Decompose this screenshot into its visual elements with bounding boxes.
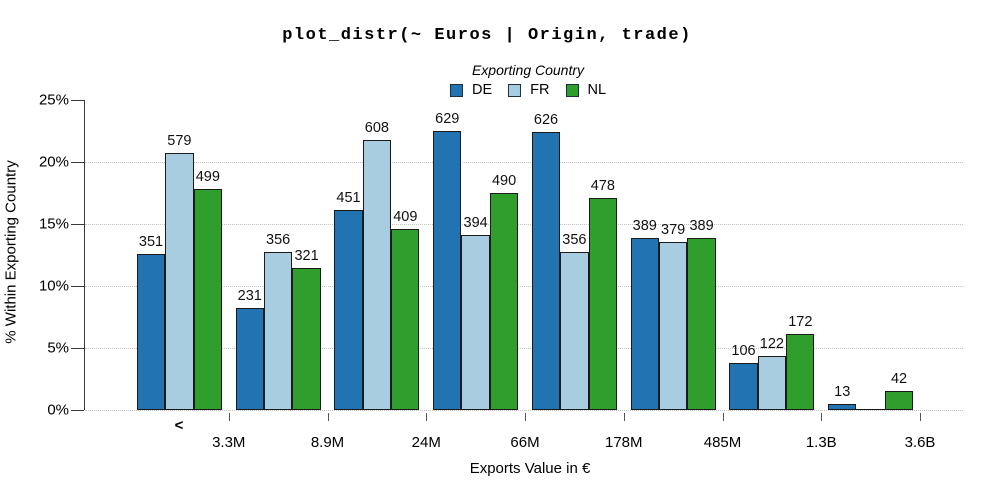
y-tick-label: 25% <box>38 91 69 109</box>
bar-fr <box>658 241 688 410</box>
y-tick-label: 15% <box>38 215 69 233</box>
bar-de <box>235 307 264 410</box>
legend-swatch-fr <box>508 83 522 97</box>
x-tick <box>327 413 329 421</box>
bar-value-label: 231 <box>237 287 262 304</box>
bar-de <box>630 237 659 410</box>
bar-fr <box>263 252 293 410</box>
bar-fr <box>560 252 589 410</box>
x-tick <box>821 413 823 421</box>
bar-value-label: 608 <box>364 120 389 137</box>
y-tick <box>71 100 84 101</box>
bar-de <box>531 132 561 410</box>
bar-value-label: 579 <box>167 133 192 150</box>
y-tick <box>71 286 84 287</box>
x-tick-label: 3.3M <box>212 434 246 451</box>
first-bin-label: < <box>174 417 184 434</box>
bar-value-label: 42 <box>890 371 908 388</box>
bar-nl <box>193 189 222 410</box>
bar-value-label: 106 <box>731 343 756 360</box>
x-tick-label: 66M <box>510 434 540 451</box>
legend-item-label: NL <box>587 82 607 98</box>
bar-value-label: 629 <box>435 111 460 127</box>
y-axis-line <box>84 100 85 410</box>
bar-value-label: 451 <box>336 190 361 206</box>
x-tick-label: 8.9M <box>310 434 345 451</box>
bar-value-label: 389 <box>689 217 714 234</box>
y-tick-label: 0% <box>47 401 69 419</box>
bar-nl <box>588 198 617 410</box>
bar-nl <box>786 333 815 410</box>
x-axis-title: Exports Value in € <box>469 460 591 477</box>
x-tick <box>722 413 724 421</box>
legend: Exporting Country DE FR NL <box>449 62 606 98</box>
x-tick-label: 1.3B <box>805 434 837 451</box>
bar-value-label: 351 <box>138 234 164 251</box>
y-gridline <box>85 348 963 349</box>
x-tick <box>623 413 625 421</box>
bar-value-label: 626 <box>533 112 559 129</box>
bar-nl <box>391 228 420 410</box>
y-axis-title: % Within Exporting Country <box>2 160 20 344</box>
y-tick-label: 5% <box>47 339 69 357</box>
bar-value-label: 490 <box>491 173 517 189</box>
legend-item: FR <box>508 82 549 98</box>
bar-de <box>433 131 462 410</box>
bar-fr <box>362 140 392 410</box>
x-tick-label: 485M <box>703 434 742 451</box>
bar-de <box>136 254 166 410</box>
legend-swatch-nl <box>565 83 579 97</box>
bar-nl <box>292 267 321 410</box>
legend-item-label: FR <box>530 82 550 98</box>
bar-de <box>729 363 758 410</box>
legend-title: Exporting Country <box>471 62 585 78</box>
legend-swatch-de <box>449 83 463 97</box>
bar-fr <box>856 408 885 410</box>
bar-value-label: 321 <box>294 247 319 264</box>
bar-fr <box>165 153 194 410</box>
y-tick <box>71 348 84 349</box>
y-gridline <box>85 224 963 225</box>
bar-value-label: 379 <box>661 221 686 238</box>
x-tick <box>228 413 230 421</box>
bar-fr <box>757 355 787 410</box>
bar-value-label: 478 <box>590 178 615 195</box>
x-tick <box>920 413 921 421</box>
plot-area: < 0% 5% 10% 15% 20% 25% 3.3M 8.9M 24M 66M 178M 485M… <box>39 92 963 451</box>
y-gridline <box>85 286 963 287</box>
y-tick <box>71 224 84 225</box>
legend-item-label: DE <box>471 82 493 98</box>
bar-value-label: 409 <box>393 208 418 225</box>
bar-value-label: 389 <box>632 217 657 234</box>
bar-value-label: 122 <box>759 335 784 352</box>
bar-nl <box>489 193 519 410</box>
bar-value-label: 394 <box>463 215 488 232</box>
y-tick-label: 20% <box>38 153 69 171</box>
y-gridline <box>85 410 963 411</box>
y-tick <box>71 162 84 163</box>
legend-item: NL <box>565 82 606 98</box>
x-tick-label: 178M <box>604 434 643 451</box>
bar-fr <box>461 235 490 410</box>
bar-value-label: 172 <box>788 313 813 330</box>
y-tick <box>71 410 84 411</box>
bar-de <box>828 404 857 410</box>
legend-items: DE FR NL <box>449 82 606 98</box>
x-tick-label: 3.6B <box>904 434 936 451</box>
bar-value-label: 356 <box>562 232 587 249</box>
bar-value-label: 356 <box>266 232 291 249</box>
legend-item: DE <box>449 82 493 98</box>
x-tick <box>525 413 526 421</box>
bar-value-label: 499 <box>195 169 220 186</box>
bar-value-label: 13 <box>834 384 851 401</box>
bar-de <box>334 210 363 410</box>
chart-title: plot_distr(~ Euros | Origin, trade) <box>282 26 692 45</box>
y-tick-label: 10% <box>38 277 69 295</box>
bar-nl <box>884 391 914 410</box>
x-tick-label: 24M <box>411 434 441 451</box>
x-tick <box>426 413 428 421</box>
bar-nl <box>687 237 716 410</box>
y-gridline <box>85 162 963 163</box>
